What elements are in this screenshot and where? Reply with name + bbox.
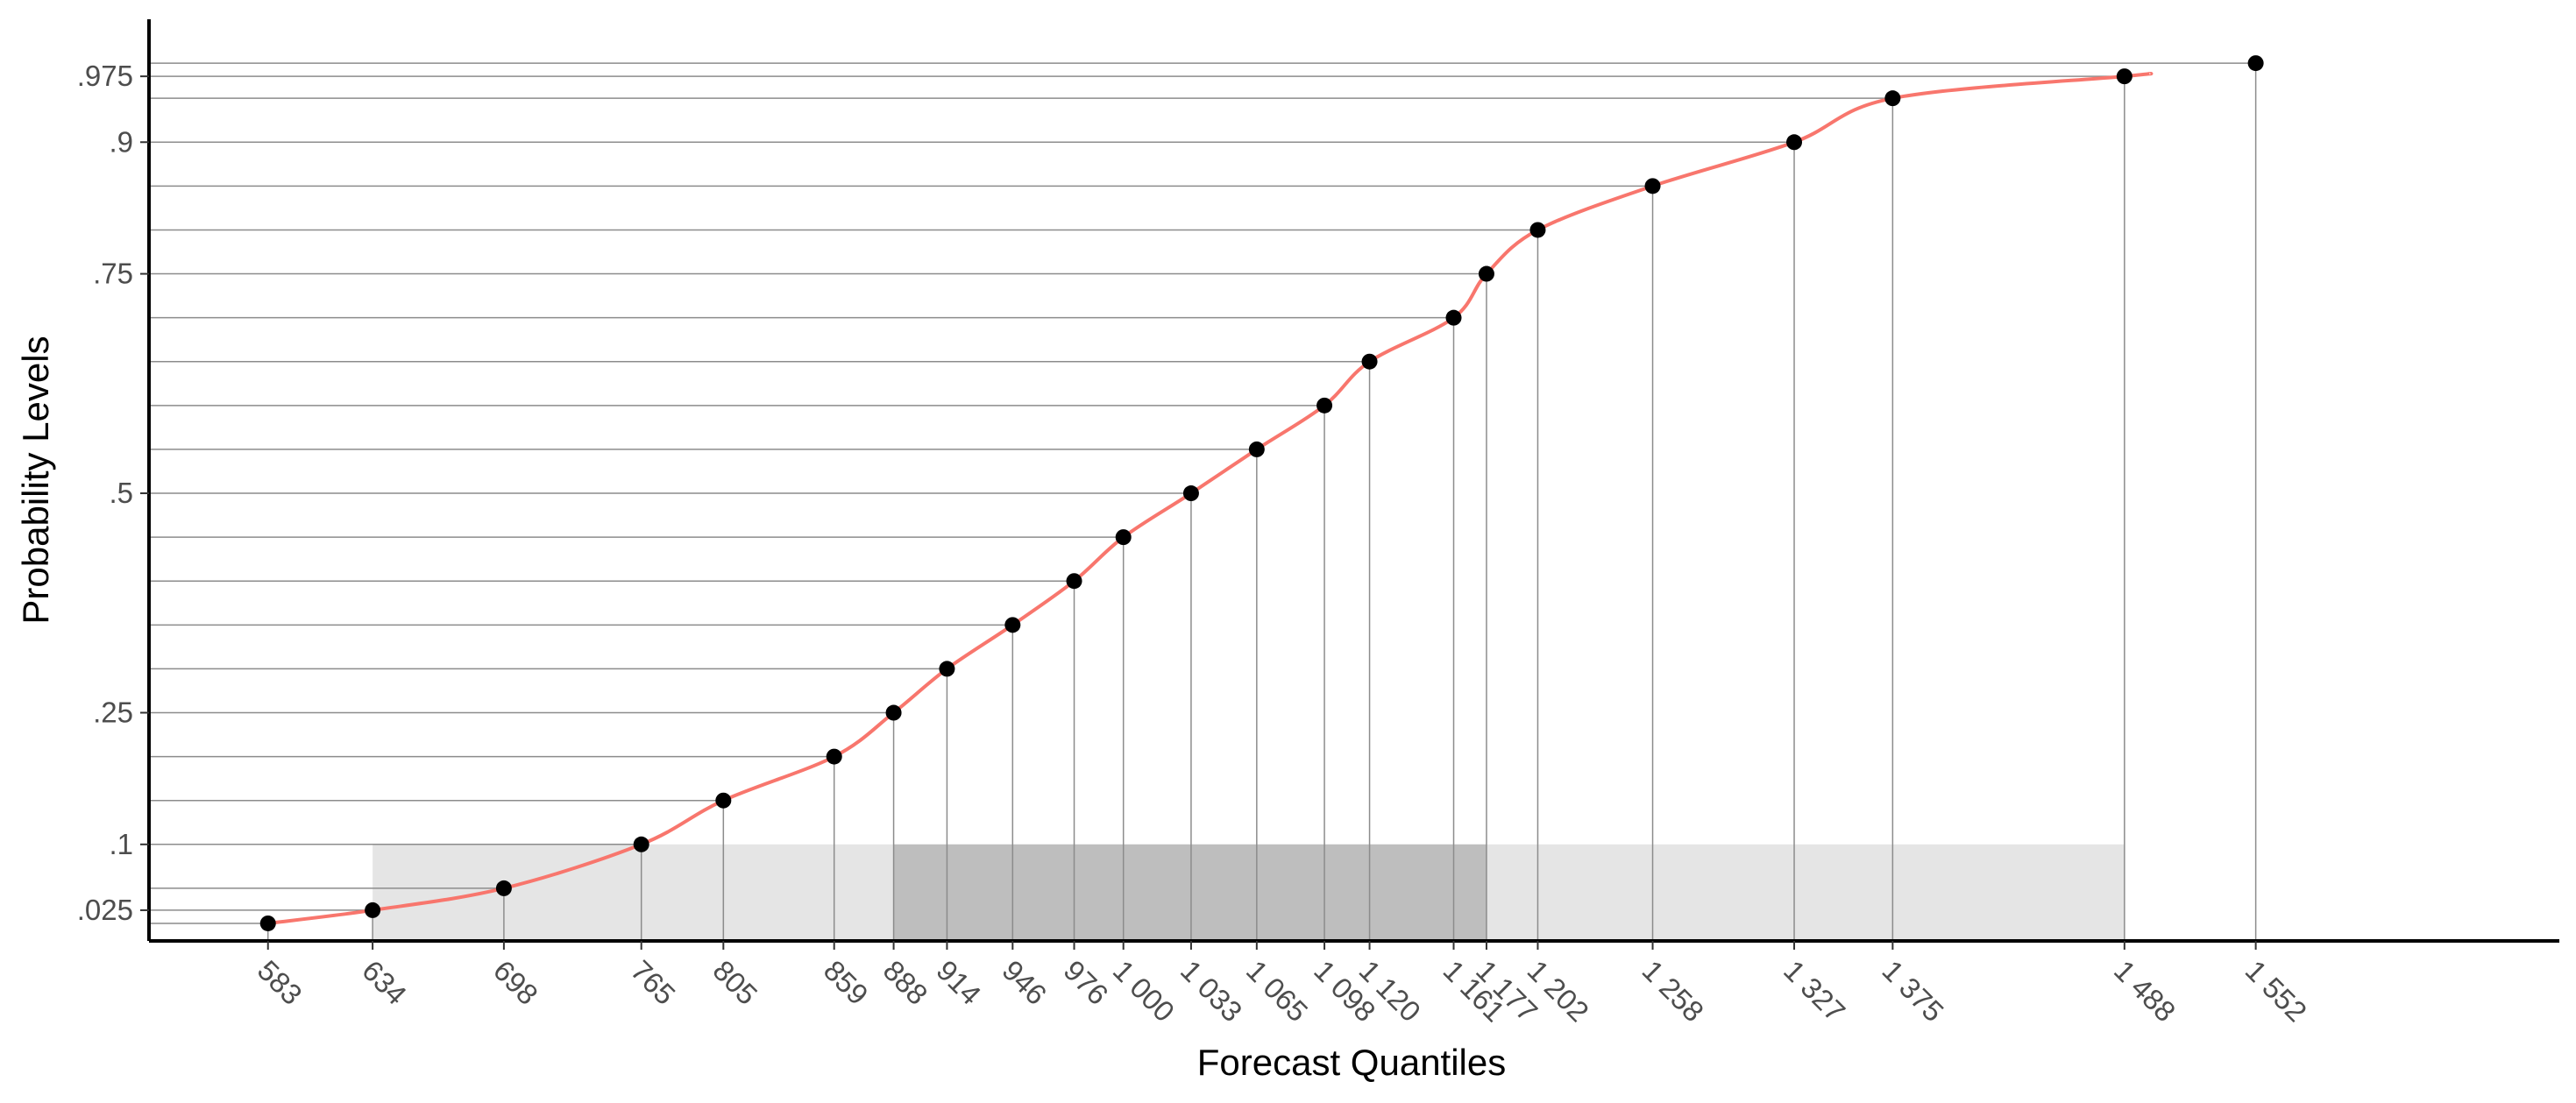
x-tick-label: 1 202 xyxy=(1522,954,1596,1029)
x-tick-label: 1 552 xyxy=(2239,954,2314,1029)
data-point xyxy=(1316,397,1333,414)
x-tick-label: 859 xyxy=(818,954,875,1011)
probability-curve xyxy=(267,72,2154,925)
data-point xyxy=(2116,68,2132,85)
y-tick-label: .9 xyxy=(109,125,133,158)
y-tick-label: .75 xyxy=(93,258,133,290)
data-point xyxy=(1786,134,1803,151)
data-point xyxy=(633,836,649,852)
data-point xyxy=(885,704,902,721)
data-point xyxy=(1884,90,1901,107)
data-point xyxy=(715,792,732,809)
data-point xyxy=(365,901,381,918)
x-axis-title: Forecast Quantiles xyxy=(1197,1042,1507,1083)
x-tick-label: 1 375 xyxy=(1876,954,1950,1029)
x-tick-label: 583 xyxy=(252,954,309,1011)
y-axis-title: Probability Levels xyxy=(15,336,56,624)
data-point xyxy=(1066,573,1082,590)
data-point xyxy=(1361,353,1378,370)
band-dark xyxy=(893,844,1487,941)
x-tick-label: 1 258 xyxy=(1636,954,1711,1029)
data-point xyxy=(1529,222,1546,238)
x-tick-label: 946 xyxy=(996,954,1053,1011)
shaded-bands xyxy=(373,844,2125,941)
quantile-points xyxy=(259,55,2264,931)
x-tick-label: 1 000 xyxy=(1107,954,1182,1029)
y-tick-label: .5 xyxy=(109,477,133,509)
x-tick-label: 888 xyxy=(877,954,934,1011)
data-point xyxy=(1115,529,1132,546)
data-point xyxy=(826,748,842,765)
x-tick-label: 698 xyxy=(487,954,544,1011)
y-tick-label: .1 xyxy=(109,828,133,860)
y-tick-label: .025 xyxy=(77,894,133,926)
data-point xyxy=(1004,617,1021,633)
x-tick-label: 1 488 xyxy=(2108,954,2182,1029)
x-tick-label: 914 xyxy=(930,954,987,1011)
y-tick-label: .975 xyxy=(77,60,133,92)
data-point xyxy=(1478,265,1494,282)
x-tick-label: 805 xyxy=(706,954,763,1011)
x-tick-label: 765 xyxy=(625,954,682,1011)
data-point xyxy=(1182,485,1199,502)
x-tick-label: 634 xyxy=(356,954,413,1011)
data-point xyxy=(939,661,955,677)
data-point xyxy=(259,915,276,931)
data-point xyxy=(1644,178,1661,194)
data-point xyxy=(495,880,512,896)
x-tick-label: 1 327 xyxy=(1778,954,1852,1029)
guide-lines xyxy=(149,62,2257,941)
data-point xyxy=(2247,55,2264,72)
y-axis-ticks: .025 .1 .25 .5 .75 .9 .975 xyxy=(77,60,149,926)
data-point xyxy=(1248,441,1265,457)
x-tick-label: 1 033 xyxy=(1174,954,1249,1029)
x-tick-label: 1 065 xyxy=(1240,954,1315,1029)
x-tick-label: 976 xyxy=(1058,954,1115,1011)
data-point xyxy=(1445,309,1462,326)
y-tick-label: .25 xyxy=(93,696,133,729)
